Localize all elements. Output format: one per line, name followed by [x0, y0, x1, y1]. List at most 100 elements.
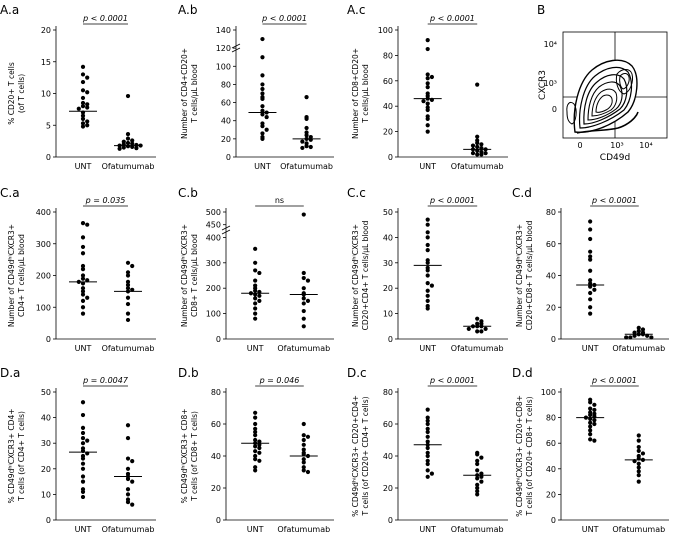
- data-point: [253, 449, 258, 454]
- y-tick-label: 0: [216, 516, 221, 525]
- y-tick-label: 200: [36, 272, 51, 281]
- panel-label-B: B: [537, 3, 545, 17]
- data-point: [425, 222, 430, 227]
- data-point: [80, 311, 86, 316]
- data-point: [253, 288, 258, 293]
- data-point: [470, 151, 476, 156]
- data-point: [429, 74, 434, 80]
- data-point: [475, 452, 480, 457]
- data-point: [80, 116, 86, 121]
- data-point: [425, 268, 430, 273]
- data-point: [425, 445, 430, 451]
- x-category-label: UNT: [582, 525, 599, 534]
- y-tick-label: 60: [546, 439, 556, 448]
- data-point: [425, 85, 430, 90]
- y-tick-label: 0: [46, 153, 51, 162]
- data-point: [125, 487, 131, 492]
- p-value-label: p < 0.0001: [591, 376, 637, 385]
- data-point: [304, 133, 309, 138]
- data-point: [588, 284, 593, 289]
- data-point: [479, 474, 484, 479]
- data-point: [304, 144, 309, 149]
- data-point: [425, 217, 430, 222]
- data-point: [80, 244, 86, 250]
- y-axis-label: Number of CD49dʰⁱCXCR3+: [180, 224, 189, 327]
- data-point: [588, 227, 593, 232]
- y-axis-label: T cells (of CD20+ CD8+ T cells): [525, 396, 534, 516]
- flow-xtick-high: 10⁴: [639, 141, 652, 150]
- axis-break-mark: [221, 225, 231, 235]
- y-tick-label: 80: [383, 388, 393, 397]
- data-point: [257, 439, 262, 444]
- data-point: [466, 326, 471, 331]
- chart-panel-Aa: A.a 0 5 10 15 20 UNT Ofatumumab % CD20+ T cells(…: [0, 3, 156, 171]
- p-value-label: p < 0.0001: [429, 376, 475, 385]
- data-point: [636, 438, 641, 443]
- data-point: [253, 453, 258, 459]
- data-point: [632, 333, 637, 338]
- data-point: [260, 104, 265, 109]
- data-point: [125, 499, 131, 505]
- data-point: [85, 75, 90, 80]
- data-point: [260, 124, 265, 129]
- data-point: [640, 327, 646, 332]
- data-point: [425, 407, 430, 412]
- data-point: [301, 308, 306, 314]
- data-point: [425, 242, 430, 248]
- chart-panel-Cc: C.c 0 10 20 30 40 50 UNT Ofatumumab Number of CD4…: [347, 186, 508, 353]
- data-point: [125, 144, 131, 149]
- data-point: [588, 305, 593, 310]
- x-category-label: UNT: [247, 344, 264, 353]
- y-tick-label: 300: [36, 240, 51, 249]
- x-category-label: UNT: [419, 525, 436, 534]
- data-point: [305, 469, 311, 475]
- y-tick-label: 500: [206, 208, 221, 217]
- y-tick-label: 100: [378, 26, 393, 35]
- data-point: [125, 295, 131, 300]
- y-axis-label: % CD49dʰⁱCXCR3+ CD20+CD4+: [351, 395, 360, 517]
- data-point: [429, 471, 434, 476]
- panel-label-Dd: D.d: [512, 366, 533, 380]
- y-tick-label: 50: [383, 208, 393, 217]
- x-category-label: UNT: [75, 344, 92, 353]
- flow-ytick-mid: 10³: [544, 79, 557, 88]
- data-point: [80, 489, 86, 494]
- data-point: [475, 329, 480, 334]
- y-axis-label: CD20+CD4+ T cells/µL blood: [361, 220, 370, 330]
- y-axis-label: Number of CD4+CD20+: [180, 48, 189, 139]
- data-point: [475, 82, 480, 87]
- data-point: [425, 298, 430, 303]
- y-tick-label: 80: [546, 414, 556, 423]
- data-point: [80, 466, 86, 471]
- data-point: [301, 452, 306, 457]
- data-point: [636, 461, 641, 466]
- data-point: [475, 468, 480, 473]
- data-point: [257, 445, 262, 451]
- data-point: [85, 438, 90, 443]
- data-point: [470, 143, 476, 148]
- y-tick-label: 40: [546, 272, 556, 281]
- data-point: [301, 275, 306, 281]
- data-point: [301, 301, 306, 306]
- data-point: [253, 426, 258, 431]
- data-point: [76, 106, 81, 111]
- data-point: [260, 73, 265, 78]
- chart-panel-Cb: C.b 0 100 200 300 400 450 500 UNT Ofatumumab Numbe…: [178, 186, 334, 353]
- data-point: [260, 131, 265, 136]
- data-point: [301, 460, 306, 465]
- data-point: [80, 435, 86, 441]
- y-tick-label: 20: [211, 484, 221, 493]
- data-point: [636, 444, 641, 450]
- y-tick-label: 0: [216, 335, 221, 344]
- data-point: [260, 136, 265, 141]
- data-point: [425, 468, 430, 473]
- x-category-label: UNT: [254, 162, 271, 171]
- data-point: [588, 311, 593, 316]
- data-point: [125, 476, 131, 482]
- data-point: [85, 295, 90, 300]
- data-point: [80, 292, 86, 297]
- data-point: [130, 141, 135, 146]
- panel-label-Ac: A.c: [347, 3, 365, 17]
- y-axis-label: Number of CD49dʰⁱCXCR3+: [7, 224, 16, 327]
